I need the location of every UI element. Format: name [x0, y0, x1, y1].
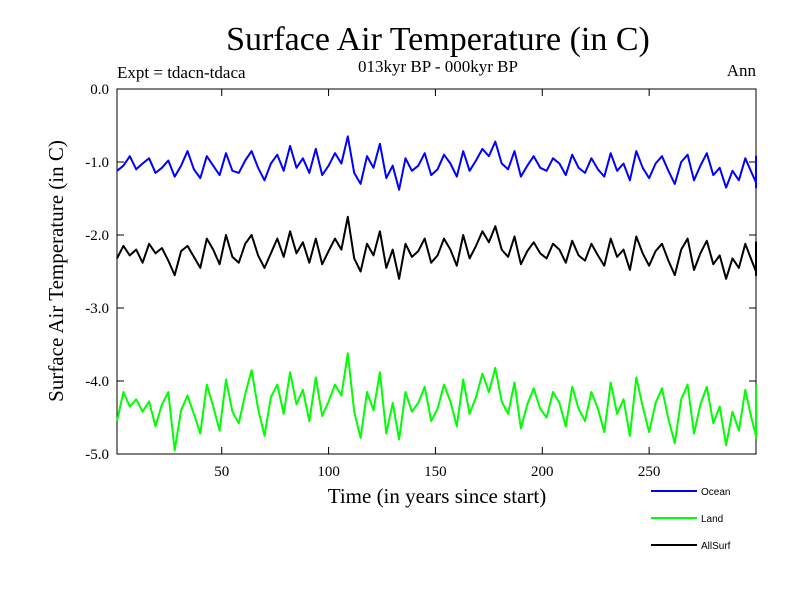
y-tick-label: -5.0 [85, 447, 109, 463]
x-tick-label: 50 [214, 464, 229, 480]
period-label: Ann [727, 61, 757, 80]
y-tick-label: -4.0 [85, 374, 109, 390]
chart-title: Surface Air Temperature (in C) [226, 21, 650, 58]
y-axis-label: Surface Air Temperature (in C) [44, 140, 68, 402]
series-line-allsurf [116, 215, 757, 280]
series-line-ocean [116, 135, 757, 191]
x-tick-label: 150 [424, 464, 447, 480]
series-lines [116, 135, 757, 452]
chart-subtitle: 013kyr BP - 000kyr BP [358, 57, 518, 76]
plot-area-frame [116, 88, 757, 455]
y-tick-label: -3.0 [85, 301, 109, 317]
x-tick-label: 100 [317, 464, 340, 480]
legend-label-allsurf: AllSurf [701, 541, 731, 552]
y-tick-label: -2.0 [85, 228, 109, 244]
y-tick-label: -1.0 [85, 155, 109, 171]
x-axis-label: Time (in years since start) [328, 484, 547, 508]
legend: Ocean Land AllSurf [651, 487, 731, 552]
series-line-land [116, 352, 757, 452]
legend-label-ocean: Ocean [701, 487, 730, 498]
x-tick-label: 250 [638, 464, 661, 480]
y-axis-ticks: 0.0 -1.0 -2.0 -3.0 -4.0 -5.0 [85, 82, 756, 463]
experiment-label: Expt = tdacn-tdaca [117, 63, 246, 82]
x-tick-label: 200 [531, 464, 554, 480]
y-tick-label: 0.0 [90, 82, 109, 98]
x-axis-ticks: 50 100 150 200 250 [214, 89, 660, 480]
legend-label-land: Land [701, 514, 723, 525]
